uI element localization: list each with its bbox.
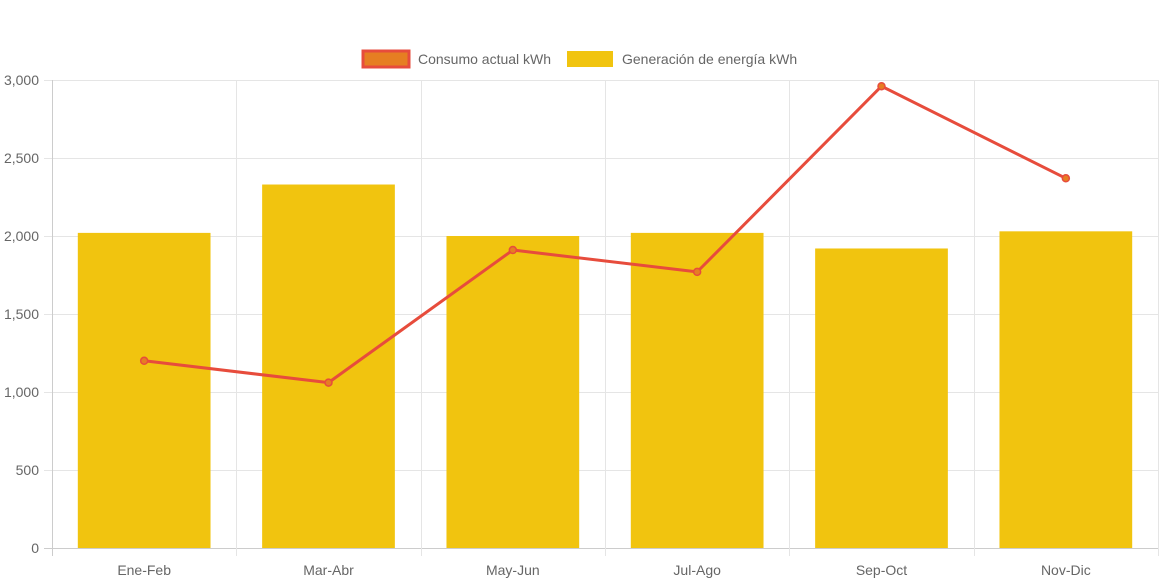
bar bbox=[262, 184, 395, 548]
x-axis: Ene-Feb Mar-Abr May-Jun Jul-Ago Sep-Oct Nov-D… bbox=[117, 562, 1090, 578]
bar bbox=[77, 232, 211, 548]
x-tick-label: Ene-Feb bbox=[117, 562, 171, 578]
legend: Consumo actual kWh Generación de energía… bbox=[361, 49, 797, 69]
y-axis: 0 500 1,000 1,500 2,000 2,500 3,000 bbox=[4, 72, 39, 556]
bar bbox=[999, 231, 1133, 548]
y-tick-label: 0 bbox=[31, 540, 39, 556]
line-point bbox=[877, 81, 886, 91]
x-tick-label: Mar-Abr bbox=[303, 562, 354, 578]
line-point bbox=[692, 267, 702, 277]
y-tick-label: 500 bbox=[16, 462, 40, 478]
y-tick-label: 2,000 bbox=[4, 228, 39, 244]
y-tick-label: 1,500 bbox=[4, 306, 39, 322]
x-tick-label: Nov-Dic bbox=[1041, 562, 1091, 578]
line-point bbox=[139, 356, 149, 366]
legend-item-consumo[interactable]: Consumo actual kWh bbox=[361, 49, 551, 69]
bar bbox=[815, 248, 948, 549]
series-line bbox=[143, 84, 1067, 385]
legend-item-generacion[interactable]: Generación de energía kWh bbox=[567, 51, 797, 67]
line-point bbox=[324, 378, 333, 387]
x-tick-label: Sep-Oct bbox=[856, 562, 907, 578]
x-tick-label: May-Jun bbox=[486, 562, 540, 578]
grid bbox=[44, 80, 1159, 556]
legend-label-generacion: Generación de energía kWh bbox=[622, 51, 797, 67]
line-point bbox=[1061, 174, 1071, 183]
line-point bbox=[508, 245, 518, 255]
line-series bbox=[139, 81, 1071, 387]
bar-series bbox=[77, 184, 1133, 549]
bar bbox=[630, 232, 764, 548]
bar bbox=[446, 236, 580, 548]
legend-swatch-consumo bbox=[361, 49, 411, 69]
y-tick-label: 1,000 bbox=[4, 384, 39, 400]
x-tick-label: Jul-Ago bbox=[673, 562, 721, 578]
legend-label-consumo: Consumo actual kWh bbox=[418, 51, 551, 67]
legend-swatch-generacion bbox=[567, 51, 613, 67]
y-tick-label: 2,500 bbox=[4, 150, 39, 166]
y-tick-label: 3,000 bbox=[4, 72, 39, 88]
